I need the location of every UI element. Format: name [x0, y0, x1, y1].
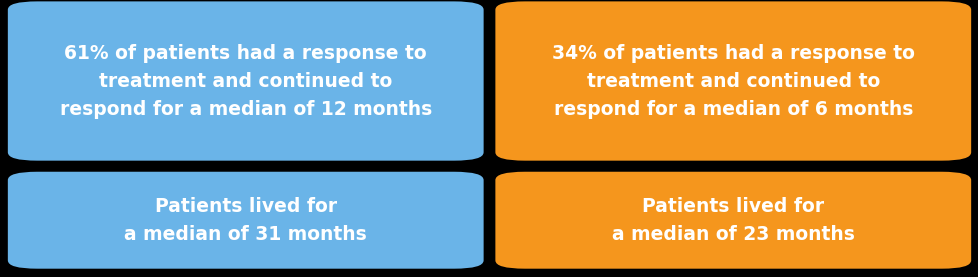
- Text: Patients lived for
a median of 23 months: Patients lived for a median of 23 months: [611, 197, 854, 244]
- FancyBboxPatch shape: [495, 172, 970, 269]
- FancyBboxPatch shape: [8, 1, 483, 161]
- FancyBboxPatch shape: [495, 1, 970, 161]
- Text: 34% of patients had a response to
treatment and continued to
respond for a media: 34% of patients had a response to treatm…: [552, 43, 913, 119]
- FancyBboxPatch shape: [8, 172, 483, 269]
- Text: Patients lived for
a median of 31 months: Patients lived for a median of 31 months: [124, 197, 367, 244]
- Text: 61% of patients had a response to
treatment and continued to
respond for a media: 61% of patients had a response to treatm…: [60, 43, 431, 119]
